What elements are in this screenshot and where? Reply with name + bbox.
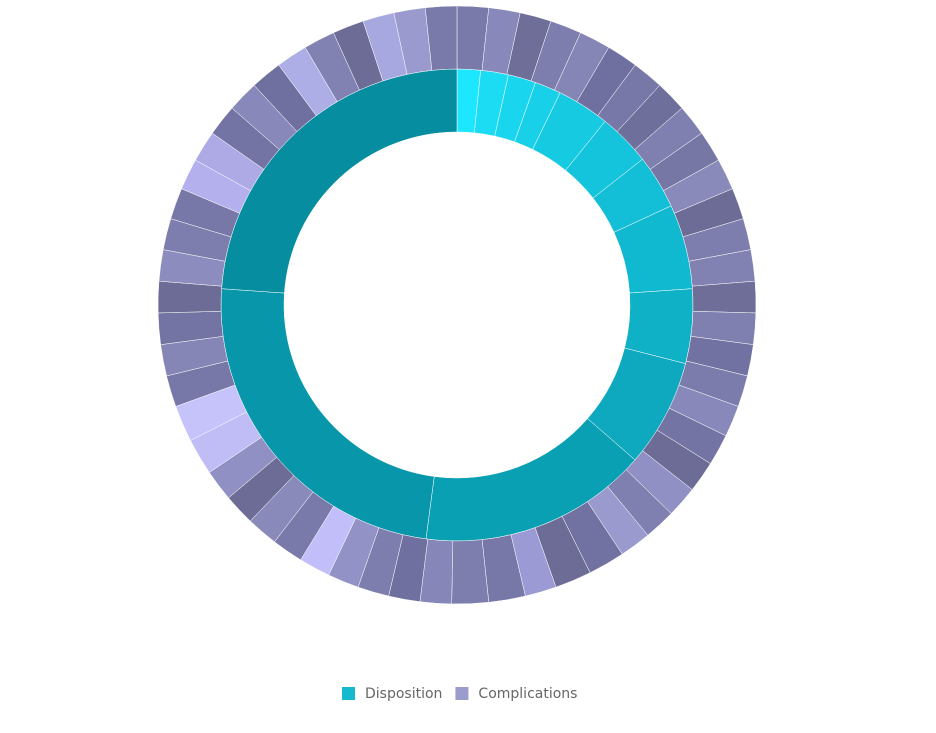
donut-segment	[157, 280, 223, 314]
legend-label: Complications	[478, 686, 577, 702]
legend-swatch	[455, 687, 469, 700]
donut-segment	[424, 5, 458, 71]
donut-segment	[691, 280, 757, 314]
legend-label: Disposition	[365, 686, 442, 702]
donut-segment	[451, 539, 490, 605]
legend-swatch	[342, 687, 355, 700]
